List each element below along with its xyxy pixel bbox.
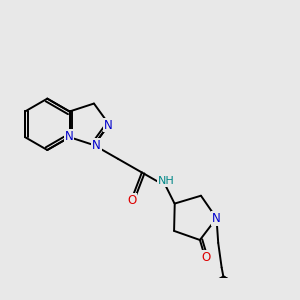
Text: N: N [104,118,113,131]
Text: N: N [212,212,221,225]
Text: NH: NH [158,176,175,186]
Text: O: O [127,194,136,207]
Text: O: O [201,250,210,263]
Text: N: N [64,130,73,143]
Text: N: N [92,139,101,152]
